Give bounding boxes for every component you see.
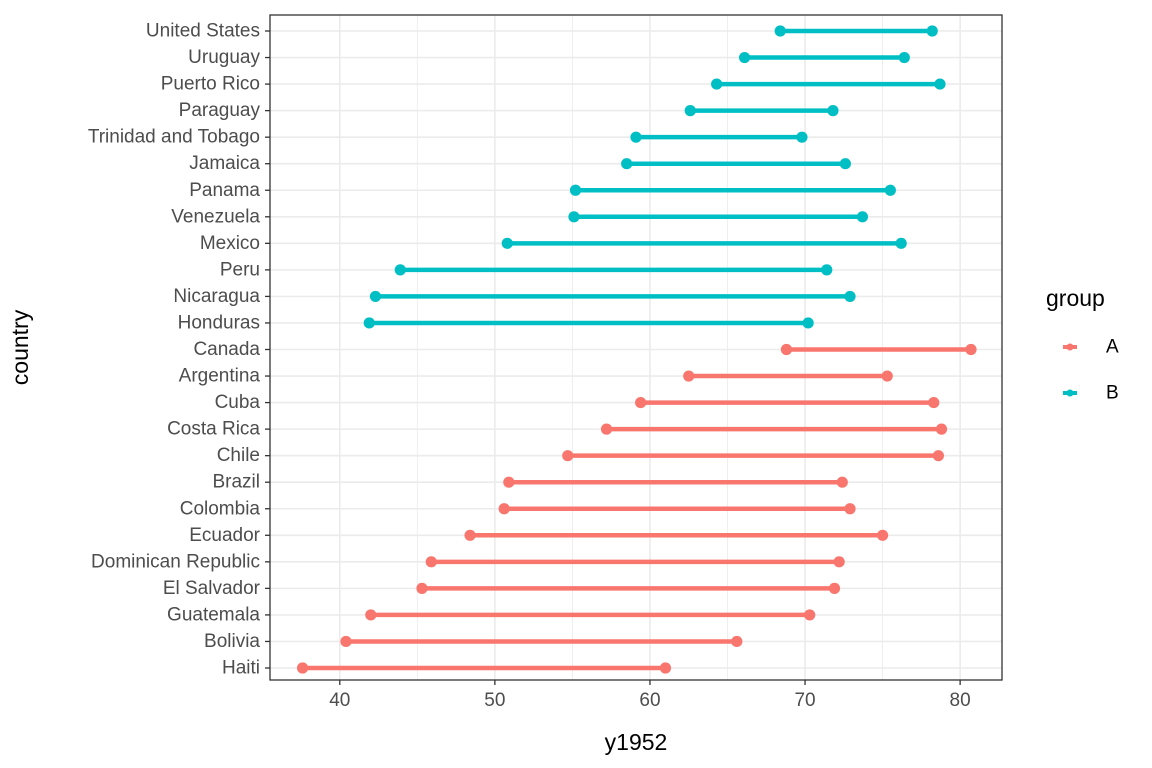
point-start-peru xyxy=(394,264,406,276)
legend: group AB xyxy=(1046,285,1119,404)
point-end-argentina xyxy=(881,370,893,382)
y-tick-label: Canada xyxy=(193,339,260,360)
legend-key-point-b xyxy=(1066,389,1074,397)
point-end-uruguay xyxy=(898,51,910,64)
point-end-honduras xyxy=(802,317,814,329)
point-start-puerto-rico xyxy=(711,78,723,90)
y-tick-label: Cuba xyxy=(215,392,261,413)
point-start-uruguay xyxy=(738,51,751,64)
y-tick-label: Argentina xyxy=(179,366,261,387)
point-start-mexico xyxy=(501,237,513,249)
point-end-dominican-republic xyxy=(833,556,845,568)
point-start-trinidad-and-tobago xyxy=(630,131,642,143)
x-axis: 40 50 60 70 80 xyxy=(329,680,971,711)
point-end-nicaragua xyxy=(844,290,856,303)
point-start-paraguay xyxy=(684,105,696,117)
point-end-ecuador xyxy=(876,529,889,541)
y-tick-label: Peru xyxy=(220,259,260,280)
point-start-canada xyxy=(780,343,793,356)
point-end-haiti xyxy=(659,662,672,674)
legend-title: group xyxy=(1046,285,1105,311)
point-end-el-salvador xyxy=(828,582,841,594)
point-start-el-salvador xyxy=(416,582,428,594)
y-axis: Haiti Bolivia Guatemala El Salvador Dominica… xyxy=(88,21,270,679)
x-tick-label: 60 xyxy=(639,690,660,711)
legend-entries: AB xyxy=(1063,337,1119,404)
point-start-honduras xyxy=(363,317,375,329)
y-tick-label: Ecuador xyxy=(189,525,260,546)
point-start-argentina xyxy=(683,370,695,382)
point-end-jamaica xyxy=(839,158,851,170)
y-tick-label: Colombia xyxy=(180,498,261,519)
y-tick-label: El Salvador xyxy=(163,578,261,599)
y-tick-label: Bolivia xyxy=(204,631,260,652)
y-tick-label: Puerto Rico xyxy=(161,74,260,95)
y-tick-label: Jamaica xyxy=(189,153,260,174)
point-end-mexico xyxy=(895,237,907,249)
y-tick-label: Guatemala xyxy=(167,604,260,625)
legend-label-b: B xyxy=(1106,383,1119,404)
point-start-jamaica xyxy=(621,158,633,170)
point-end-chile xyxy=(932,450,945,462)
point-start-brazil xyxy=(503,476,515,488)
x-tick-label: 40 xyxy=(329,690,350,711)
point-end-puerto-rico xyxy=(934,78,946,90)
y-tick-label: United States xyxy=(146,21,260,42)
point-end-canada xyxy=(965,343,977,356)
point-start-chile xyxy=(562,450,574,462)
panel-border xyxy=(269,14,1003,681)
point-end-colombia xyxy=(844,503,856,515)
point-start-costa-rica xyxy=(600,423,613,435)
point-start-nicaragua xyxy=(369,290,382,303)
dumbbell-points xyxy=(296,25,977,674)
point-end-brazil xyxy=(836,476,848,488)
point-start-dominican-republic xyxy=(425,556,437,568)
y-tick-label: Brazil xyxy=(212,472,260,493)
point-end-trinidad-and-tobago xyxy=(796,131,808,143)
dumbbell-segments xyxy=(302,28,971,671)
y-tick-label: Venezuela xyxy=(171,206,260,227)
legend-label-a: A xyxy=(1106,337,1119,358)
y-tick-label: Paraguay xyxy=(179,100,261,121)
x-axis-title: y1952 xyxy=(605,729,668,755)
point-start-bolivia xyxy=(340,635,352,648)
point-start-guatemala xyxy=(365,609,377,621)
point-start-haiti xyxy=(296,662,309,674)
point-end-paraguay xyxy=(827,105,839,117)
y-tick-label: Chile xyxy=(217,445,260,466)
x-tick-label: 80 xyxy=(950,690,971,711)
y-tick-label: Honduras xyxy=(178,312,260,333)
point-end-costa-rica xyxy=(935,423,948,435)
point-end-guatemala xyxy=(804,609,816,621)
y-tick-label: Dominican Republic xyxy=(91,551,260,572)
point-end-bolivia xyxy=(731,635,743,648)
y-tick-label: Haiti xyxy=(222,658,260,679)
y-tick-label: Uruguay xyxy=(188,47,260,68)
y-tick-label: Trinidad and Tobago xyxy=(88,127,260,148)
point-end-venezuela xyxy=(856,211,869,223)
legend-key-point-a xyxy=(1066,343,1074,351)
y-tick-label: Mexico xyxy=(200,233,260,254)
point-start-colombia xyxy=(498,503,510,515)
point-start-united-states xyxy=(774,25,786,37)
point-start-cuba xyxy=(635,396,647,409)
point-start-ecuador xyxy=(464,529,476,541)
y-tick-label: Panama xyxy=(189,180,260,201)
x-tick-label: 50 xyxy=(484,690,505,711)
point-start-panama xyxy=(569,184,582,196)
y-tick-label: Nicaragua xyxy=(173,286,260,307)
y-tick-label: Costa Rica xyxy=(167,419,260,440)
point-end-panama xyxy=(884,184,896,196)
x-tick-label: 70 xyxy=(794,690,815,711)
y-axis-title: country xyxy=(7,309,33,385)
point-end-united-states xyxy=(926,25,938,37)
point-end-cuba xyxy=(928,396,940,409)
point-end-peru xyxy=(821,264,833,276)
point-start-venezuela xyxy=(568,211,580,223)
